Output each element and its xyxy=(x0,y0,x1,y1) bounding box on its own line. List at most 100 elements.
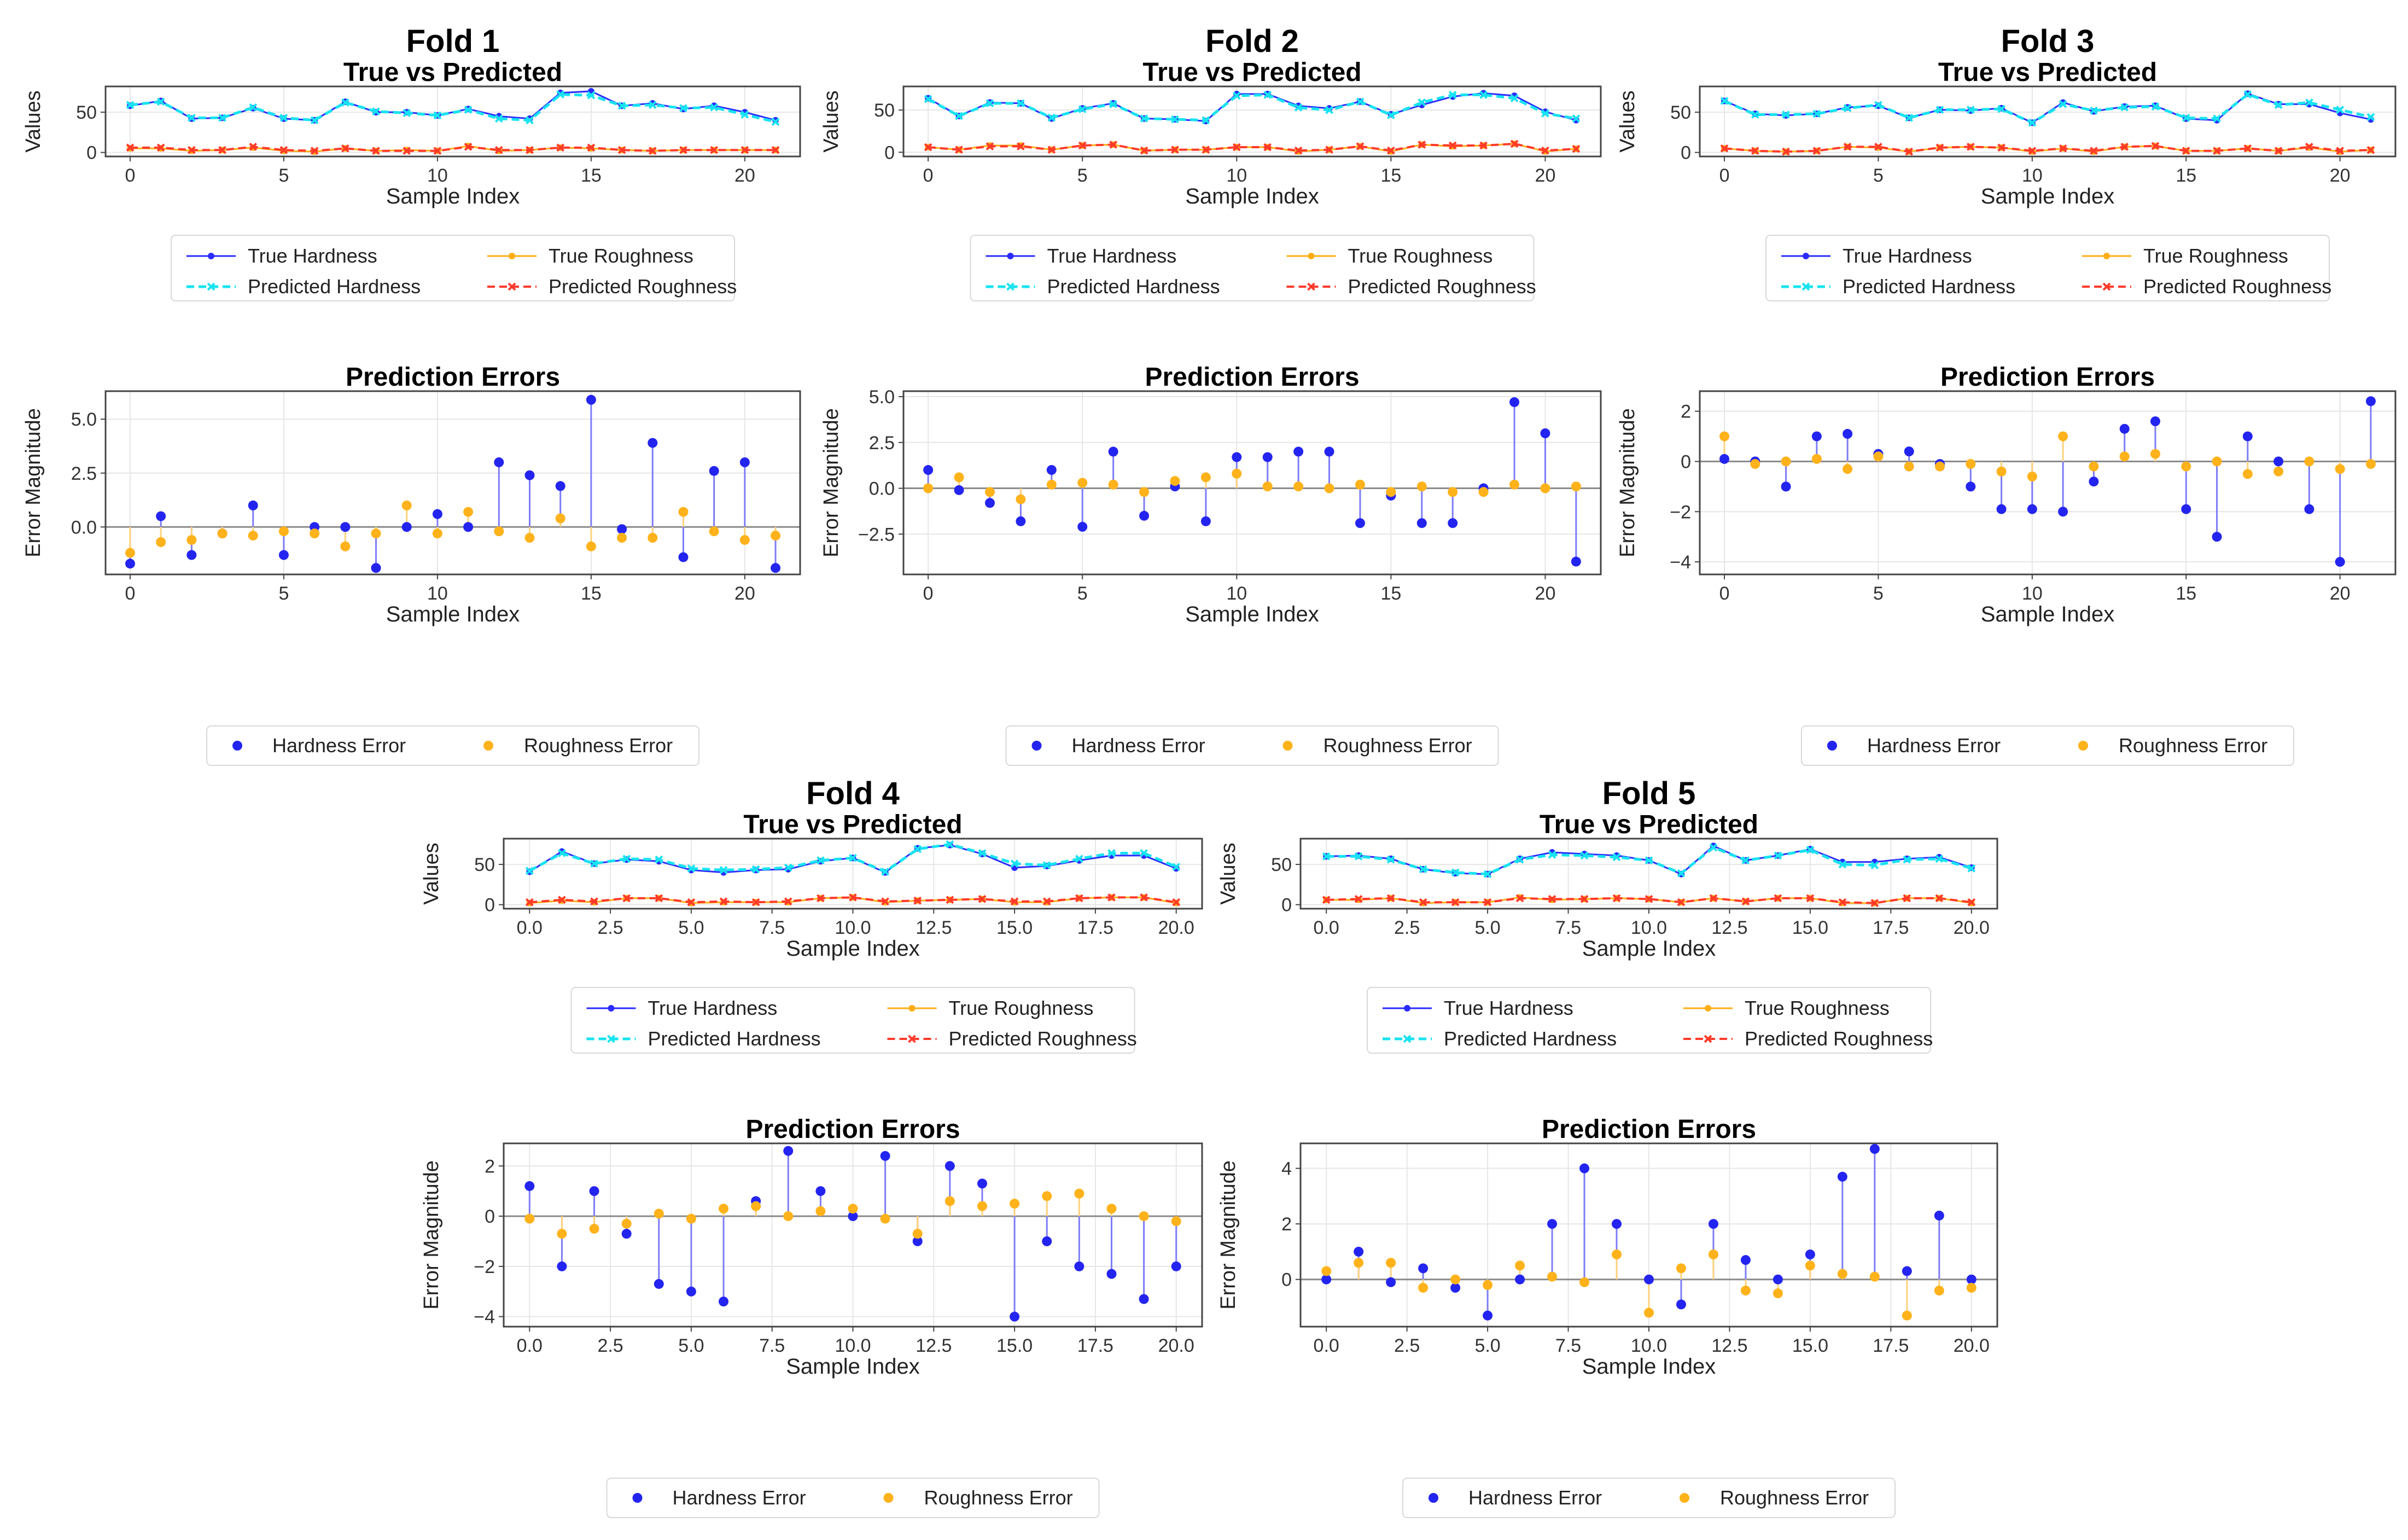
data-point xyxy=(1966,1274,1976,1285)
data-point-b xyxy=(978,894,987,903)
data-point xyxy=(984,487,995,497)
data-point-b xyxy=(1047,146,1056,154)
pe-ytick-label-3: 5.0 xyxy=(869,387,895,408)
pe-xtick-label-3: 15 xyxy=(1380,583,1401,604)
data-point-b xyxy=(341,98,349,107)
data-point xyxy=(1077,521,1088,532)
legend-swatch-marker xyxy=(908,1005,916,1012)
fold2-prediction-errors: Prediction Errors −2.5 0.0 2.5 5.0 0 5 10 15 20 Er… xyxy=(820,363,1602,766)
data-point xyxy=(1293,446,1304,457)
legend-swatch-marker-b xyxy=(1704,1035,1712,1043)
tv-ylabel: Values xyxy=(1217,842,1240,904)
tv-legend: True Hardness True Roughness Predicted Har… xyxy=(1765,235,2331,301)
data-point xyxy=(1478,487,1489,497)
data-point-b xyxy=(2243,144,2252,153)
data-point xyxy=(1108,479,1118,490)
data-point xyxy=(1773,1274,1783,1285)
data-point xyxy=(589,1224,599,1234)
data-point-b xyxy=(1386,855,1395,864)
tv-xtick-label-5: 12.5 xyxy=(1711,917,1747,938)
data-point xyxy=(1324,446,1334,457)
data-point xyxy=(1547,1219,1558,1229)
data-point-b xyxy=(1322,852,1331,861)
data-point-b xyxy=(526,116,534,125)
data-point xyxy=(1450,1274,1461,1285)
tv-xtick-label-4: 20 xyxy=(2330,165,2351,186)
data-point-b xyxy=(1935,855,1944,863)
legend-swatch-marker-b xyxy=(2102,282,2111,291)
data-point xyxy=(2304,504,2314,514)
data-point-b xyxy=(126,101,135,109)
data-point-b xyxy=(751,865,760,874)
pe-xtick-label-1: 2.5 xyxy=(597,1335,623,1356)
data-point xyxy=(1200,472,1211,483)
data-point xyxy=(371,528,381,539)
tv-xtick-label-6: 15.0 xyxy=(996,917,1033,938)
data-point-b xyxy=(955,146,963,154)
data-point-b xyxy=(881,897,890,906)
data-point xyxy=(621,1229,632,1239)
legend-label: True Hardness xyxy=(248,245,377,267)
tv-title: True vs Predicted xyxy=(1142,58,1361,87)
data-point xyxy=(1232,468,1242,479)
data-point-b xyxy=(1294,103,1303,112)
data-point-b xyxy=(1645,894,1653,903)
tv-title: True vs Predicted xyxy=(1540,810,1758,839)
data-point xyxy=(944,1196,955,1206)
tv-xtick-label-4: 20 xyxy=(734,165,755,186)
series-line xyxy=(130,145,776,153)
data-point-b xyxy=(1419,898,1427,906)
data-point xyxy=(125,548,135,558)
data-point-b xyxy=(1905,147,1914,156)
data-point xyxy=(1935,461,1945,472)
data-point xyxy=(739,457,750,468)
data-point xyxy=(524,1213,535,1224)
data-point-b xyxy=(1140,849,1148,857)
legend-label: Hardness Error xyxy=(1468,1486,1602,1509)
legend-swatch-marker xyxy=(208,253,214,259)
data-point xyxy=(686,1213,696,1224)
data-point-b xyxy=(622,894,631,903)
data-point-b xyxy=(710,103,719,112)
data-point-b xyxy=(1325,106,1333,114)
tv-legend: True Hardness True Roughness Predicted Har… xyxy=(171,235,737,301)
data-point-b xyxy=(955,112,963,120)
data-point xyxy=(1644,1274,1654,1285)
pe-xtick-label-4: 20 xyxy=(734,583,755,604)
legend-frame xyxy=(970,235,1535,301)
pe-title: Prediction Errors xyxy=(1940,363,2155,392)
tv-xtick-label-2: 10 xyxy=(427,165,448,186)
data-point-b xyxy=(1782,147,1791,156)
pe-ytick-label-1: 2 xyxy=(1281,1214,1292,1235)
data-point-b xyxy=(655,894,663,903)
data-point xyxy=(739,534,750,545)
data-point xyxy=(2058,431,2068,441)
data-point-b xyxy=(2305,98,2313,107)
tv-frame xyxy=(104,85,801,158)
pe-xtick-label-4: 10.0 xyxy=(1631,1335,1667,1356)
tv-xtick-label-2: 10 xyxy=(1226,165,1247,186)
data-point-b xyxy=(1172,863,1181,871)
data-point-b xyxy=(1078,141,1087,150)
data-point-b xyxy=(1451,898,1460,906)
data-point-b xyxy=(1843,142,1852,151)
tv-ytick-label-0: 0 xyxy=(485,895,495,916)
data-point xyxy=(1108,446,1118,457)
data-point xyxy=(524,470,535,480)
data-point-b xyxy=(751,898,760,906)
data-point xyxy=(1996,466,2007,476)
tv-xtick-label-1: 2.5 xyxy=(597,917,623,938)
fold5-prediction-errors: Prediction Errors 0 2 4 0.0 2.5 5.0 7.5 10.0 12.5… xyxy=(1217,1115,1998,1518)
data-point xyxy=(1139,1294,1149,1304)
pe-xtick-label-1: 2.5 xyxy=(1394,1335,1420,1356)
pe-ytick-label-1: −2 xyxy=(474,1257,495,1277)
tv-xtick-label-3: 7.5 xyxy=(759,917,785,938)
data-point-b xyxy=(1140,146,1148,155)
series-predicted-roughness xyxy=(924,140,1581,155)
tv-xtick-label-4: 10.0 xyxy=(1631,917,1667,938)
data-point xyxy=(719,1297,729,1307)
data-point-b xyxy=(1515,855,1524,864)
data-point-b xyxy=(1935,894,1944,903)
pe-xtick-label-4: 20 xyxy=(1535,583,1556,604)
